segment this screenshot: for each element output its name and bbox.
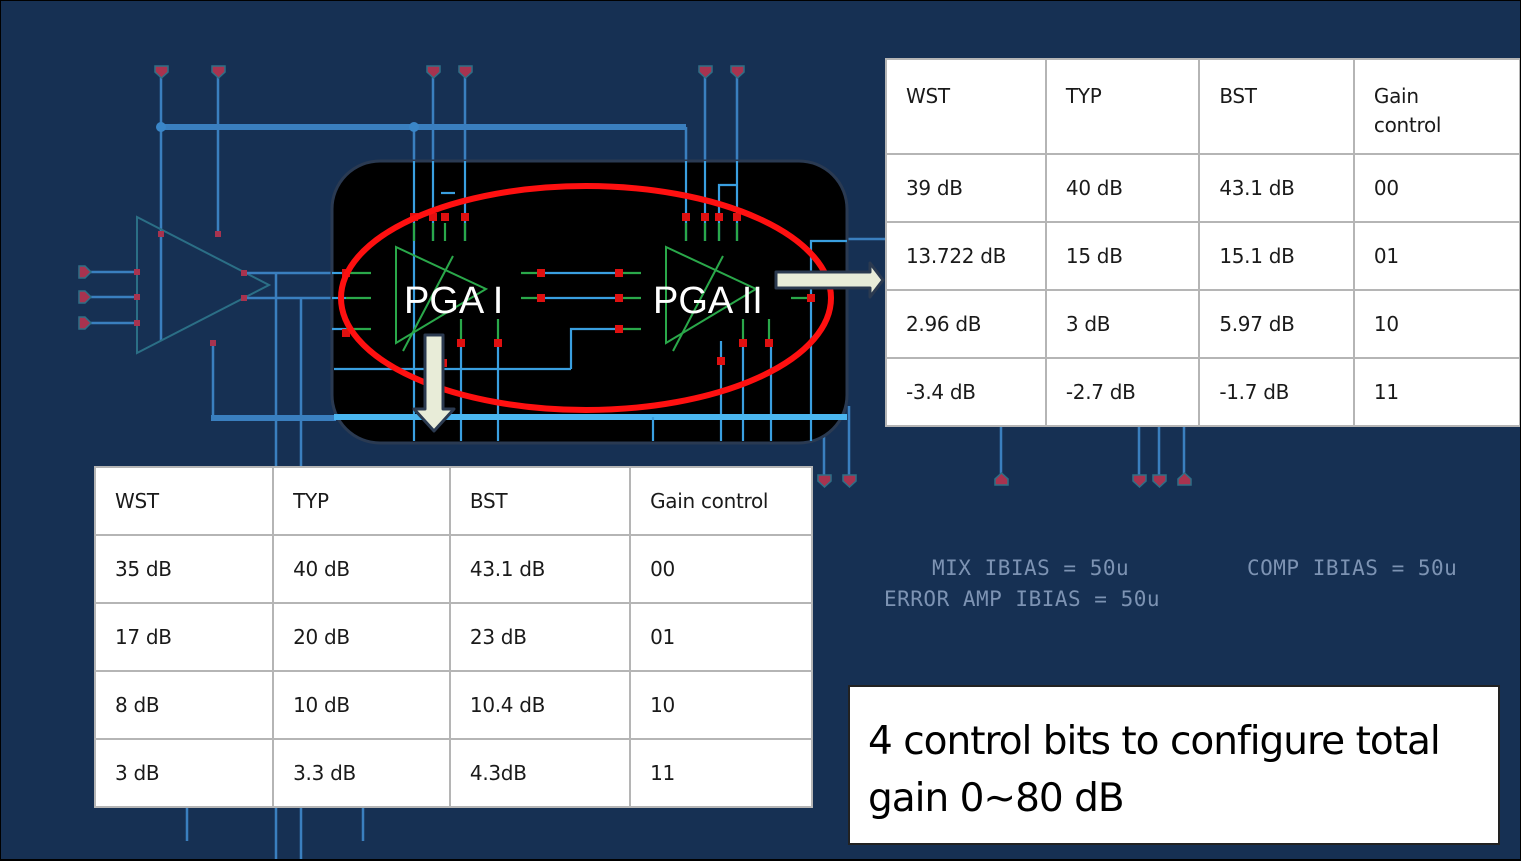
pga1-label: PGA I [404,280,504,322]
cell-bst: 23 dB [448,602,632,672]
cell-bst: 15.1 dB [1198,221,1355,291]
cell-typ: 15 dB [1044,221,1201,291]
table-header-row: WST TYP BST Gain control [93,466,813,536]
cell-typ: 3.3 dB [272,738,451,808]
pga2-label: PGA II [653,280,763,322]
cell-typ: 10 dB [272,670,451,740]
cell-bst: 5.97 dB [1198,289,1355,359]
pga2-gain-table: WST TYP BST Gain control 39 dB 40 dB 43.… [885,58,1520,427]
header-wst: WST [93,466,275,536]
cell-gain-control: 10 [629,670,813,740]
cell-wst: 35 dB [93,534,275,604]
table-header-row: WST TYP BST Gain control [885,58,1520,155]
header-gain-control: Gain control [1352,58,1520,155]
header-bst: BST [448,466,632,536]
cell-wst: 2.96 dB [885,289,1047,359]
pga-amplifier-symbols [395,245,759,352]
summary-note: 4 control bits to configure total gain 0… [848,685,1500,845]
header-typ: TYP [272,466,451,536]
cell-gain-control: 11 [629,738,813,808]
cell-bst: 43.1 dB [448,534,632,604]
header-bst: BST [1198,58,1355,155]
cell-gain-control: 10 [1352,289,1520,359]
cell-wst: 17 dB [93,602,275,672]
cell-gain-control: 00 [629,534,813,604]
highlight-ellipse [338,183,834,413]
cell-typ: 40 dB [1044,153,1201,223]
cell-wst: 3 dB [93,738,275,808]
block-pin-stubs [346,223,811,343]
mix-ibias-label: MIX IBIAS = 50u [932,556,1130,580]
junctions [156,122,419,132]
cell-typ: 40 dB [272,534,451,604]
header-gain-control: Gain control [629,466,813,536]
table-row: 2.96 dB 3 dB 5.97 dB 10 [885,289,1520,359]
pga1-gain-table: WST TYP BST Gain control 35 dB 40 dB 43.… [93,466,813,808]
cell-typ: 3 dB [1044,289,1201,359]
header-wst: WST [885,58,1047,155]
cell-wst: 39 dB [885,153,1047,223]
arrow-down-icon [412,333,456,433]
table-row: 39 dB 40 dB 43.1 dB 00 [885,153,1520,223]
table-row: 17 dB 20 dB 23 dB 01 [93,602,813,672]
arrow-right-icon [774,261,885,299]
table-row: -3.4 dB -2.7 dB -1.7 dB 11 [885,357,1520,427]
table-row: 8 dB 10 dB 10.4 dB 10 [93,670,813,740]
cell-typ: 20 dB [272,602,451,672]
cell-bst: 43.1 dB [1198,153,1355,223]
table-row: 13.722 dB 15 dB 15.1 dB 01 [885,221,1520,291]
cell-typ: -2.7 dB [1044,357,1201,427]
header-typ: TYP [1044,58,1201,155]
cell-gain-control: 01 [1352,221,1520,291]
pin-terminals [78,65,1192,489]
cell-wst: -3.4 dB [885,357,1047,427]
cell-wst: 8 dB [93,670,275,740]
error-amp-ibias-label: ERROR AMP IBIAS = 50u [884,587,1161,611]
cell-gain-control: 11 [1352,357,1520,427]
cell-bst: -1.7 dB [1198,357,1355,427]
cell-gain-control: 01 [629,602,813,672]
cell-gain-control: 00 [1352,153,1520,223]
cell-wst: 13.722 dB [885,221,1047,291]
table-row: 3 dB 3.3 dB 4.3dB 11 [93,738,813,808]
cell-bst: 10.4 dB [448,670,632,740]
block-pins [342,213,815,367]
table-row: 35 dB 40 dB 43.1 dB 00 [93,534,813,604]
cell-bst: 4.3dB [448,738,632,808]
comp-ibias-label: COMP IBIAS = 50u [1247,556,1458,580]
